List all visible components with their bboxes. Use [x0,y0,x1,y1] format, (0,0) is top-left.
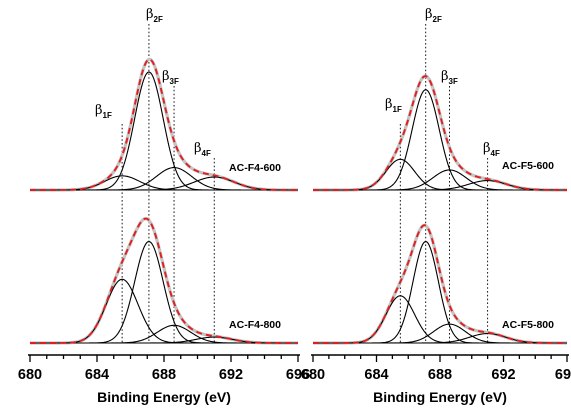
fit-sum-ac-f4-800 [30,217,298,344]
x-axis-title: Binding Energy (eV) [373,389,507,405]
peak-label-beta-2f: β2F [425,7,442,24]
x-tick-label-696: 696 [555,367,571,383]
component-ac-f5-600-2 [313,89,567,191]
component-ac-f4-800-1 [30,278,298,344]
x-tick-label-696: 696 [286,367,310,383]
fit-sum-ac-f5-600 [313,75,567,191]
x-tick-label-680: 680 [18,367,42,383]
fit-sum-ac-f5-800 [313,224,567,344]
x-tick-label-692: 692 [219,367,243,383]
peak-label-beta-2f: β2F [146,7,163,24]
x-axis-title: Binding Energy (eV) [97,389,231,405]
sample-label-ac-f5-600: AC-F5-600 [502,160,554,172]
fit-sum-ac-f4-600 [30,58,298,191]
panel-left: AC-F4-600 AC-F4-800 β1F β2F β3F β4F 680 684 688 6… [18,7,310,405]
x-tick-label-688: 688 [428,367,452,383]
x-tick-label-688: 688 [152,367,176,383]
x-tick-label-692: 692 [491,367,515,383]
x-tick-label-684: 684 [85,367,109,383]
x-tick-label-684: 684 [364,367,388,383]
peak-label-beta-3f: β3F [441,69,458,86]
x-tick-label-680: 680 [301,367,325,383]
peak-label-beta-1f: β1F [385,97,402,114]
sample-label-ac-f4-600: AC-F4-600 [229,162,281,174]
panel-right: AC-F5-600 AC-F5-800 β1F β2F β3F β4F 680 684 688 6… [301,7,571,405]
peak-label-beta-3f: β3F [162,69,179,86]
peak-label-beta-1f: β1F [95,103,112,120]
sample-label-ac-f5-800: AC-F5-800 [502,319,554,331]
component-ac-f5-600-3 [313,169,567,191]
peak-label-beta-4f: β4F [483,141,500,158]
peak-label-beta-4f: β4F [194,141,211,158]
sample-label-ac-f4-800: AC-F4-800 [229,319,281,331]
